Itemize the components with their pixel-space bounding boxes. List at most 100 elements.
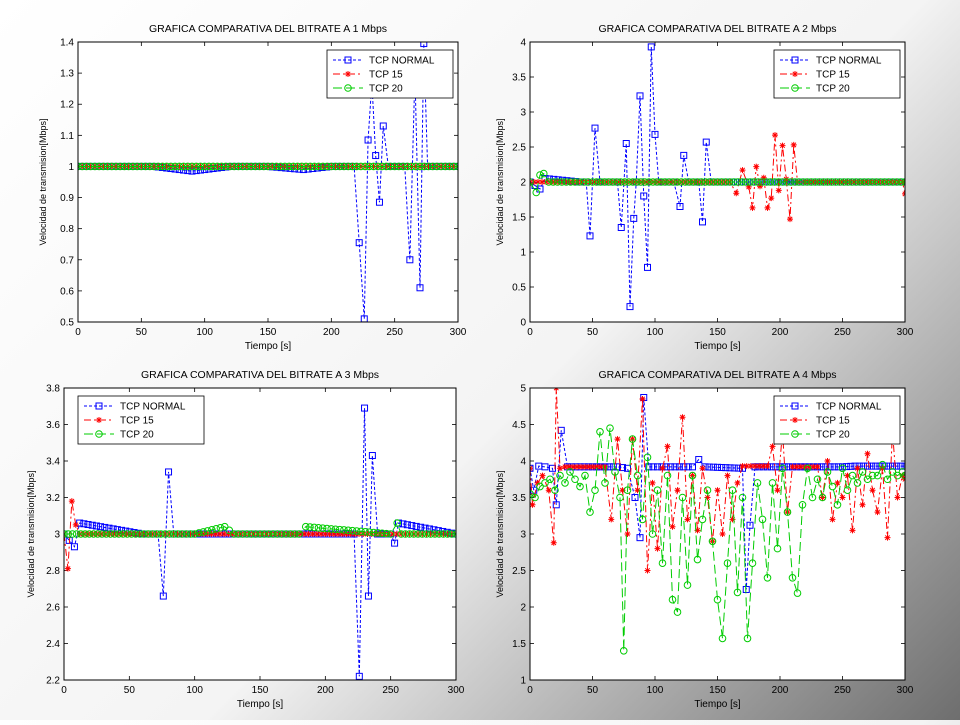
data-point (633, 178, 641, 186)
data-point (314, 523, 323, 532)
data-point (293, 162, 302, 171)
data-point (437, 162, 445, 171)
data-point (127, 530, 136, 538)
data-point (729, 516, 736, 523)
data-point (552, 501, 560, 509)
data-point (101, 523, 109, 531)
data-point (772, 132, 778, 139)
x-tick-label: 250 (834, 327, 851, 338)
data-point (829, 516, 836, 523)
data-point (878, 460, 887, 469)
data-point (277, 530, 286, 538)
data-point (88, 521, 96, 529)
legend-label: TCP 15 (369, 70, 403, 81)
legend-label: TCP NORMAL (816, 402, 882, 413)
data-point (532, 188, 541, 197)
data-point (852, 178, 860, 186)
data-point (893, 462, 901, 470)
data-point (344, 162, 353, 171)
data-point (868, 471, 877, 480)
data-point (828, 482, 837, 491)
data-point (427, 531, 434, 537)
x-tick-label: 100 (647, 327, 664, 338)
data-point (734, 178, 742, 186)
series-line (530, 46, 905, 307)
data-point (208, 526, 216, 534)
series-tcp-20 (64, 519, 456, 538)
data-point (251, 162, 260, 171)
chart-panel-1mbps: GRAFICA COMPARATIVA DEL BITRATE A 1 Mbps… (0, 0, 480, 360)
data-point (584, 178, 592, 186)
data-point (793, 589, 802, 597)
chart-title: GRAFICA COMPARATIVA DEL BITRATE A 1 Mbps (149, 23, 387, 35)
data-point (534, 479, 541, 486)
data-point (165, 468, 173, 476)
y-tick-label: 2.5 (512, 566, 526, 577)
x-tick-label: 50 (587, 327, 599, 338)
data-point (352, 527, 361, 535)
data-point (234, 162, 243, 171)
data-point (276, 162, 285, 171)
y-tick-label: 0.9 (60, 193, 74, 204)
data-point (701, 178, 710, 186)
data-point (628, 435, 637, 443)
y-tick-label: 3.5 (512, 493, 526, 504)
data-point (301, 522, 310, 531)
x-tick-label: 300 (448, 685, 465, 696)
legend-label: TCP 20 (120, 430, 154, 441)
data-point (667, 463, 675, 471)
data-point (545, 487, 552, 494)
y-tick-label: 3 (520, 108, 526, 119)
data-point (901, 462, 905, 470)
x-tick-label: 200 (772, 685, 789, 696)
data-point (295, 530, 304, 538)
data-point (137, 162, 146, 171)
data-point (704, 494, 711, 501)
data-point (813, 475, 822, 484)
data-point (853, 479, 862, 487)
x-axis-label: Tiempo [s] (694, 699, 741, 710)
data-point (190, 530, 199, 538)
data-point (306, 162, 315, 171)
data-point (169, 530, 178, 538)
data-point (133, 162, 141, 171)
data-point (546, 475, 554, 484)
data-point (864, 462, 871, 470)
series-tcp-20 (530, 424, 905, 655)
data-point (824, 458, 831, 464)
data-point (674, 487, 681, 494)
data-point (539, 169, 548, 178)
data-point (617, 224, 625, 231)
data-point (839, 494, 846, 501)
data-point (788, 574, 797, 582)
data-point (259, 162, 268, 171)
data-point (390, 162, 399, 171)
legend-label: TCP 15 (120, 416, 154, 427)
data-point (98, 530, 106, 538)
data-point (630, 214, 638, 222)
data-point (782, 178, 791, 186)
data-point (798, 501, 807, 509)
data-point (269, 530, 277, 538)
data-point (119, 530, 127, 538)
data-point (697, 178, 706, 186)
x-tick-label: 50 (124, 685, 136, 696)
data-point (684, 516, 691, 523)
y-tick-label: 4 (520, 457, 526, 468)
data-point (760, 174, 767, 181)
data-point (403, 521, 411, 529)
data-point (382, 529, 391, 538)
y-tick-label: 2.4 (46, 639, 60, 650)
data-point (738, 178, 746, 186)
data-point (826, 179, 833, 185)
data-point (722, 464, 730, 472)
series-tcp-20 (78, 162, 458, 171)
data-point (571, 475, 579, 484)
data-point (377, 531, 384, 537)
data-point (651, 130, 659, 138)
data-point (431, 530, 439, 538)
data-point (843, 486, 852, 494)
plot-frame (63, 387, 457, 681)
data-point (369, 162, 378, 171)
data-point (810, 179, 817, 185)
